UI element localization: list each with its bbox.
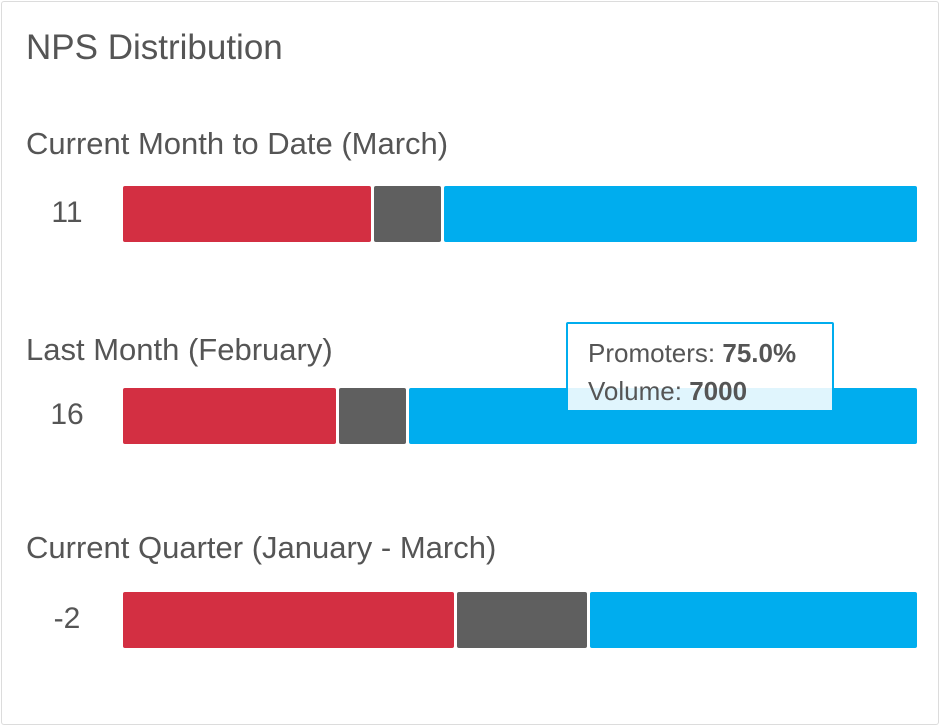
tooltip-promoters-label: Promoters: (588, 338, 716, 368)
nps-score: 11 (51, 196, 83, 229)
tooltip-volume-value: 7000 (689, 376, 748, 406)
card-title: NPS Distribution (26, 28, 283, 67)
row-label: Current Quarter (January - March) (26, 530, 497, 565)
bar-segment-promoters[interactable] (444, 186, 917, 242)
tooltip-volume-label: Volume: (588, 376, 682, 406)
tooltip-volume-line: Volume: 7000 (588, 372, 832, 410)
bar-segment-passives[interactable] (456, 592, 587, 648)
bar-segment-passives[interactable] (338, 388, 406, 444)
tooltip-promoters-value: 75.0% (722, 338, 797, 368)
bar-segment-promoters[interactable] (589, 592, 917, 648)
row-label: Last Month (February) (26, 332, 333, 367)
bar-segment-detractors[interactable] (123, 388, 336, 444)
bar-segment-detractors[interactable] (123, 592, 454, 648)
bar-segment-passives[interactable] (374, 186, 442, 242)
nps-score: 16 (50, 398, 84, 431)
tooltip-promoters-line: Promoters: 75.0% (588, 334, 832, 372)
promoters-tooltip: Promoters: 75.0% Volume: 7000 (566, 322, 834, 412)
row-label: Current Month to Date (March) (26, 126, 449, 161)
nps-score: -2 (53, 602, 81, 635)
bar-segment-detractors[interactable] (123, 186, 372, 242)
